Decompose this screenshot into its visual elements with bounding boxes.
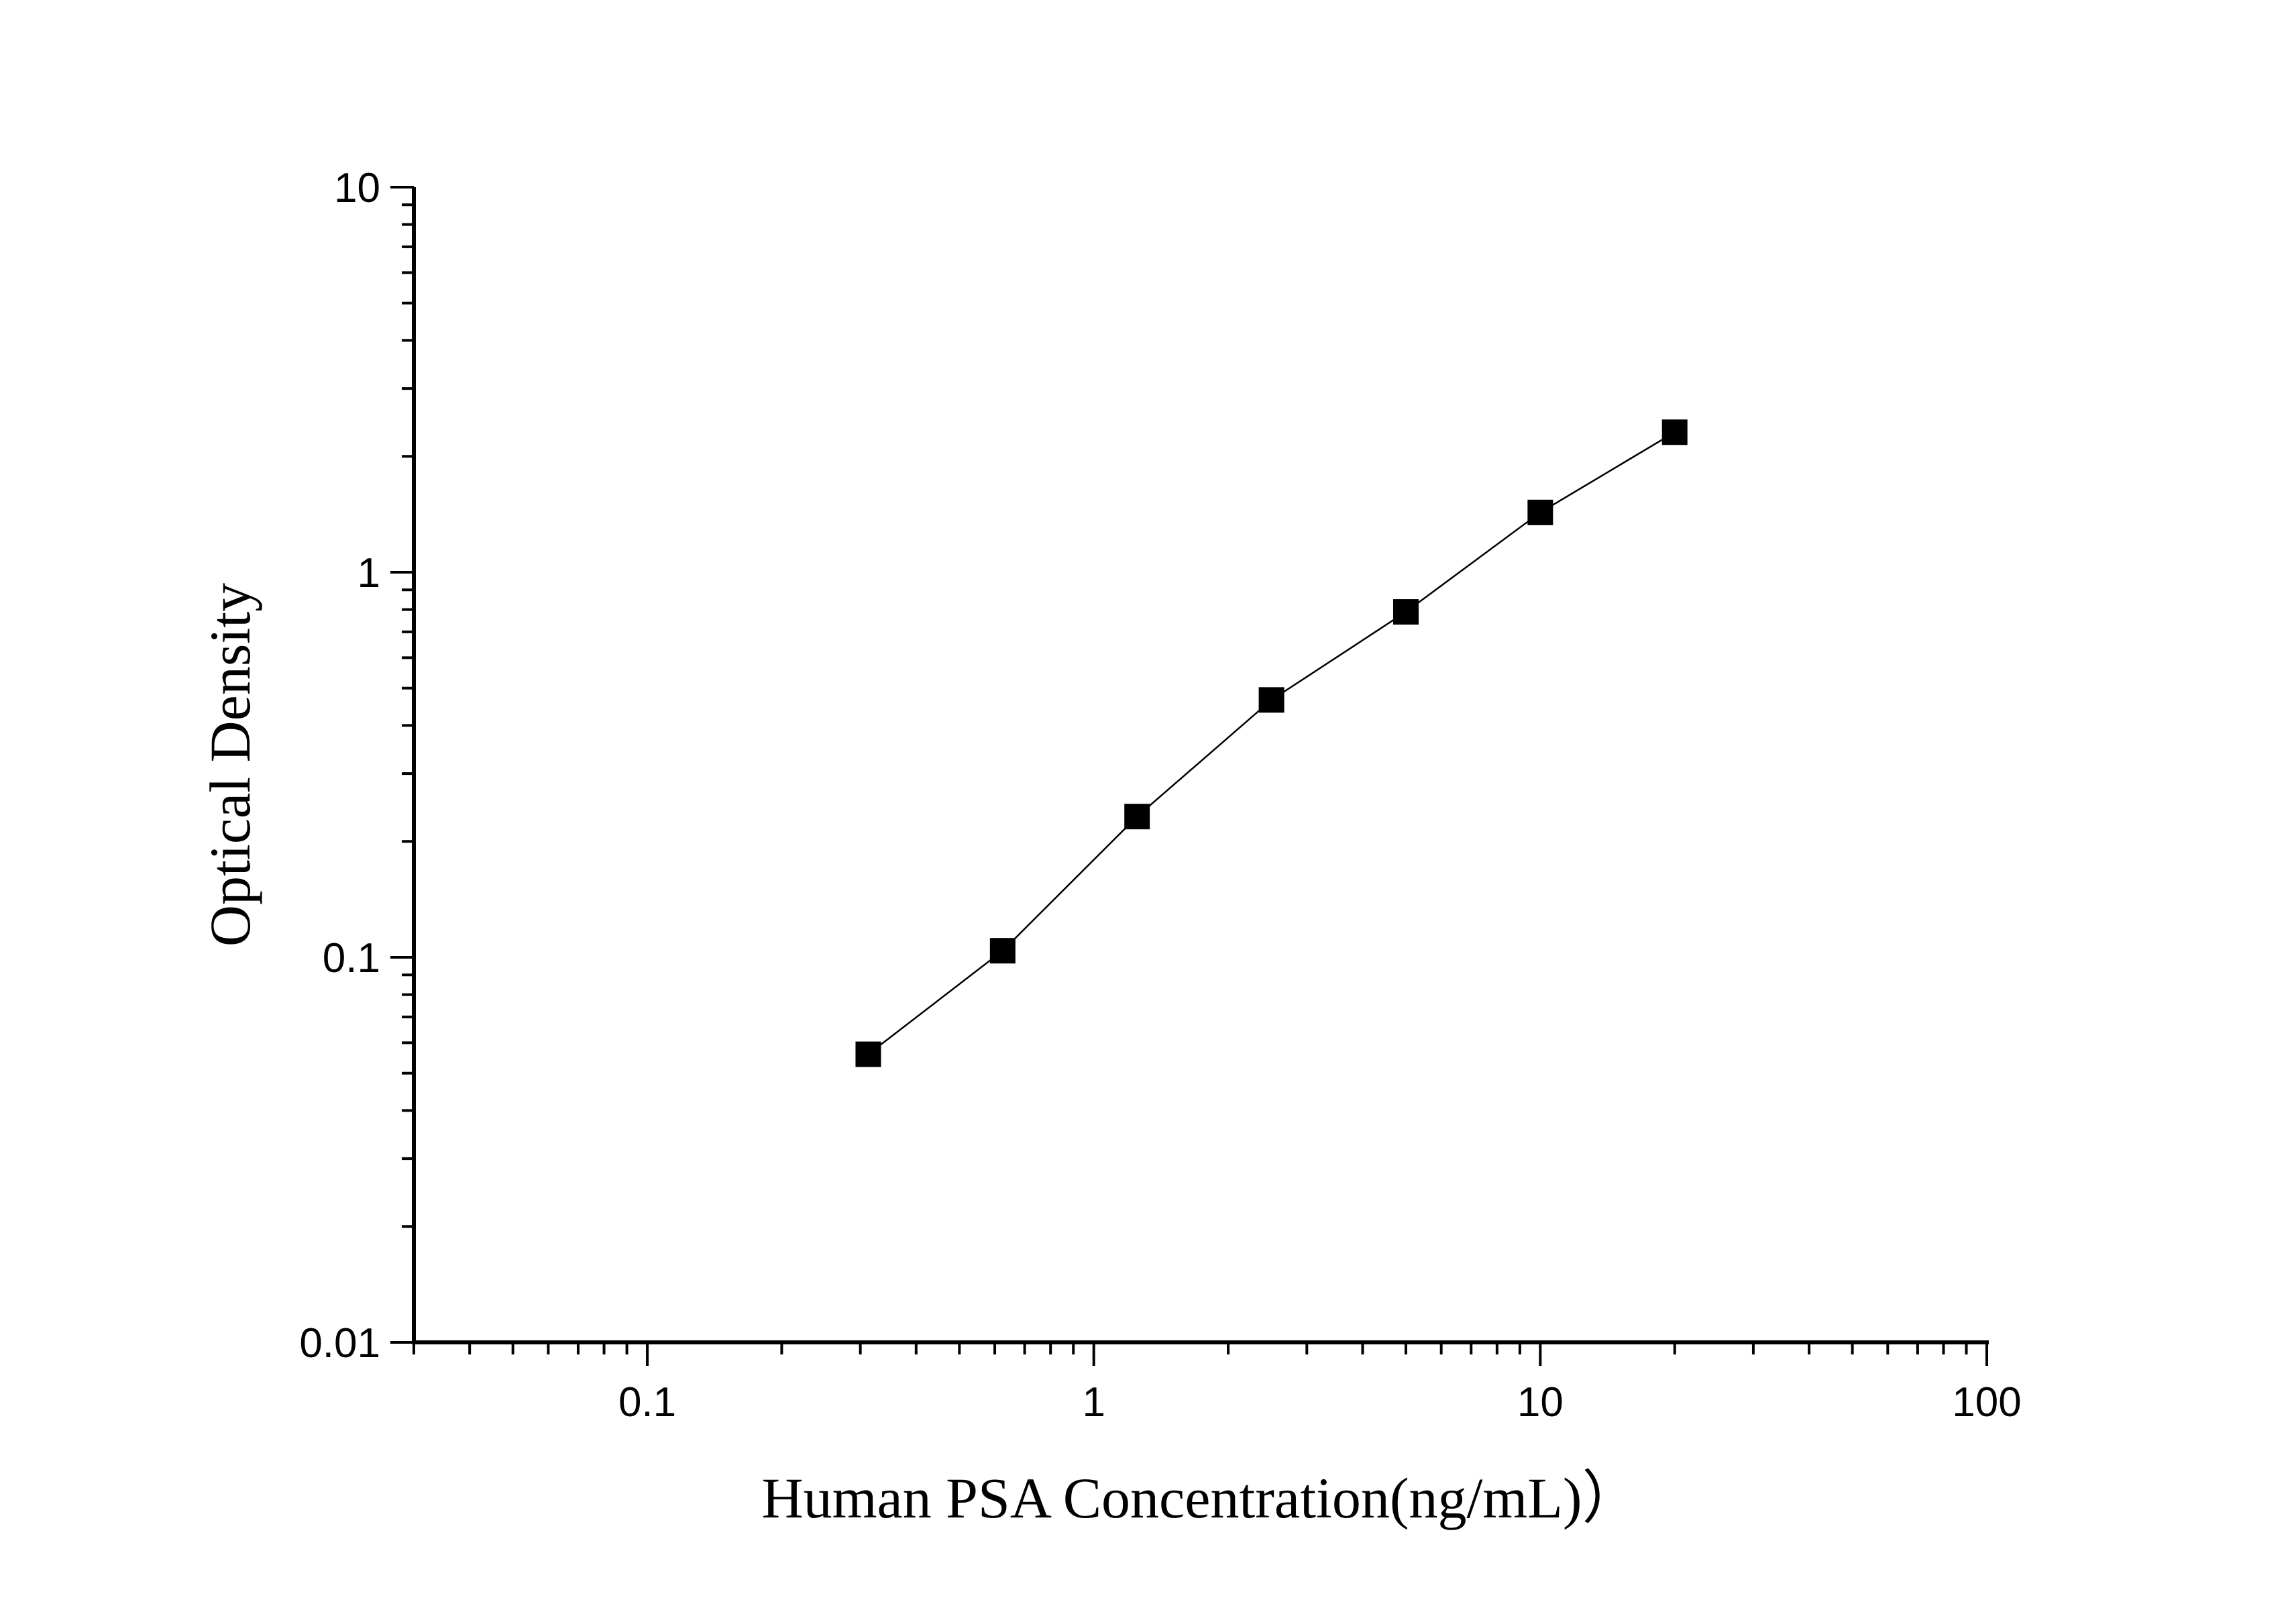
data-point — [855, 1041, 881, 1067]
data-point — [989, 938, 1016, 964]
y-tick-label: 0.01 — [299, 1320, 380, 1367]
data-point — [1527, 499, 1553, 525]
data-point — [1258, 687, 1284, 713]
x-axis-title: Human PSA Concentration(ng/mL)） — [762, 1466, 1640, 1530]
series-line — [867, 431, 1676, 1055]
series — [855, 419, 1688, 1067]
y-axis-title: Optical Density — [198, 583, 262, 947]
y-tick-labels: 0.01 0.1 1 10 — [299, 165, 380, 1367]
x-tick-label: 0.1 — [618, 1379, 676, 1426]
x-tick-label: 10 — [1517, 1379, 1564, 1426]
data-point — [1392, 599, 1419, 625]
y-tick-label: 1 — [358, 550, 380, 596]
x-tick-labels: 0.1 1 10 100 — [618, 1379, 2022, 1426]
axes — [412, 187, 1989, 1344]
y-tick-label: 10 — [334, 165, 380, 211]
x-tick-label: 1 — [1082, 1379, 1105, 1426]
ticks — [390, 186, 1988, 1366]
data-point — [1661, 419, 1688, 445]
x-tick-label: 100 — [1952, 1379, 2021, 1426]
y-tick-label: 0.1 — [323, 935, 380, 981]
data-point — [1124, 804, 1150, 830]
